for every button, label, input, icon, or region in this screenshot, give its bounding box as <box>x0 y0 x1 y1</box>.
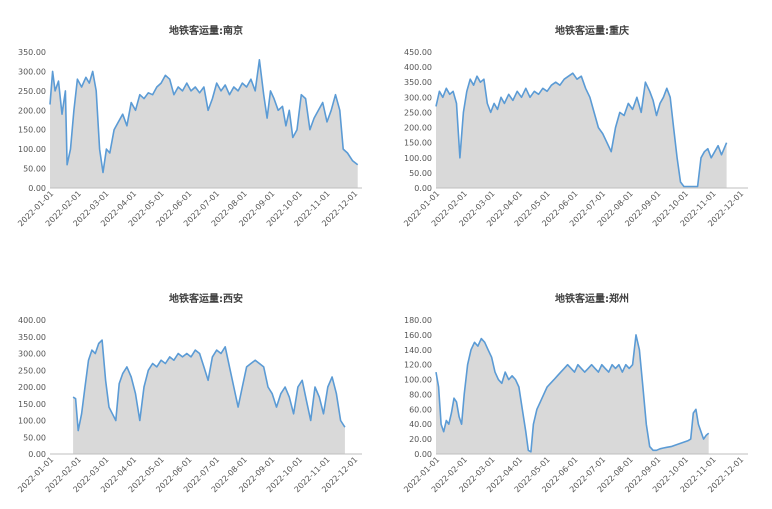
y-tick-label: 140.00 <box>404 346 432 355</box>
y-tick-label: 300.00 <box>18 350 46 359</box>
y-tick-label: 450.00 <box>404 48 432 57</box>
chart-title: 地铁客运量:西安 <box>169 292 243 305</box>
chart-xian: 地铁客运量:西安 0.00 50.00 100.00 150.00 200.00 250.0… <box>0 254 386 509</box>
y-tick-label: 250.00 <box>18 87 46 96</box>
y-tick-label: 400.00 <box>18 316 46 325</box>
y-tick-label: 250.00 <box>18 366 46 375</box>
y-tick-label: 150.00 <box>404 139 432 148</box>
y-tick-label: 20.00 <box>409 435 432 444</box>
chart-chongqing: 地铁客运量:重庆 0.00 50.00 100.00 150.00 200.00 250.0… <box>386 0 772 254</box>
y-tick-label: 300.00 <box>18 67 46 76</box>
series-line <box>435 72 728 188</box>
y-tick-label: 120.00 <box>404 361 432 370</box>
y-tick-label: 100.00 <box>404 154 432 163</box>
y-tick-label: 200.00 <box>18 383 46 392</box>
y-tick-label: 150.00 <box>18 400 46 409</box>
y-tick-label: 60.00 <box>409 405 432 414</box>
chart-title: 地铁客运量:南京 <box>169 24 243 37</box>
y-tick-label: 400.00 <box>404 63 432 72</box>
y-tick-label: 0.00 <box>414 450 432 459</box>
y-tick-label: 300.00 <box>404 93 432 102</box>
chart-svg-3: 地铁客运量:郑州 0.00 20.00 40.00 60.00 80.00 100.00 12… <box>402 292 748 494</box>
chart-nanjing: 地铁客运量:南京 0.00 50.00 100.00 150.00 200.00 250.0… <box>0 0 386 254</box>
y-tick-label: 80.00 <box>409 390 432 399</box>
chart-svg-0: 地铁客运量:南京 0.00 50.00 100.00 150.00 200.00 250.0… <box>16 24 362 228</box>
y-tick-label: 160.00 <box>404 331 432 340</box>
y-tick-label: 50.00 <box>23 433 46 442</box>
y-tick-label: 350.00 <box>18 333 46 342</box>
chart-svg-1: 地铁客运量:重庆 0.00 50.00 100.00 150.00 200.00 250.0… <box>402 24 748 228</box>
y-tick-label: 50.00 <box>409 169 432 178</box>
series-line <box>49 59 359 174</box>
y-tick-label: 100.00 <box>18 145 46 154</box>
y-tick-label: 0.00 <box>28 450 46 459</box>
area-fill <box>73 340 345 454</box>
chart-svg-2: 地铁客运量:西安 0.00 50.00 100.00 150.00 200.00 250.0… <box>16 292 362 494</box>
area-fill <box>436 334 709 454</box>
y-tick-label: 50.00 <box>23 165 46 174</box>
y-tick-label: 40.00 <box>409 420 432 429</box>
y-tick-label: 0.00 <box>28 184 46 193</box>
chart-zhengzhou: 地铁客运量:郑州 0.00 20.00 40.00 60.00 80.00 100.00 12… <box>386 254 772 509</box>
y-tick-label: 350.00 <box>404 78 432 87</box>
series-line <box>72 339 346 432</box>
y-tick-label: 100.00 <box>404 376 432 385</box>
y-tick-label: 0.00 <box>414 184 432 193</box>
y-tick-label: 200.00 <box>404 124 432 133</box>
y-tick-label: 250.00 <box>404 108 432 117</box>
y-tick-label: 200.00 <box>18 106 46 115</box>
area-fill <box>50 59 358 188</box>
area-fill <box>436 73 727 188</box>
series-line <box>435 334 710 453</box>
y-tick-label: 150.00 <box>18 126 46 135</box>
y-tick-label: 350.00 <box>18 48 46 57</box>
chart-title: 地铁客运量:郑州 <box>555 292 629 305</box>
y-tick-label: 100.00 <box>18 417 46 426</box>
chart-title: 地铁客运量:重庆 <box>555 24 629 37</box>
y-tick-label: 180.00 <box>404 316 432 325</box>
